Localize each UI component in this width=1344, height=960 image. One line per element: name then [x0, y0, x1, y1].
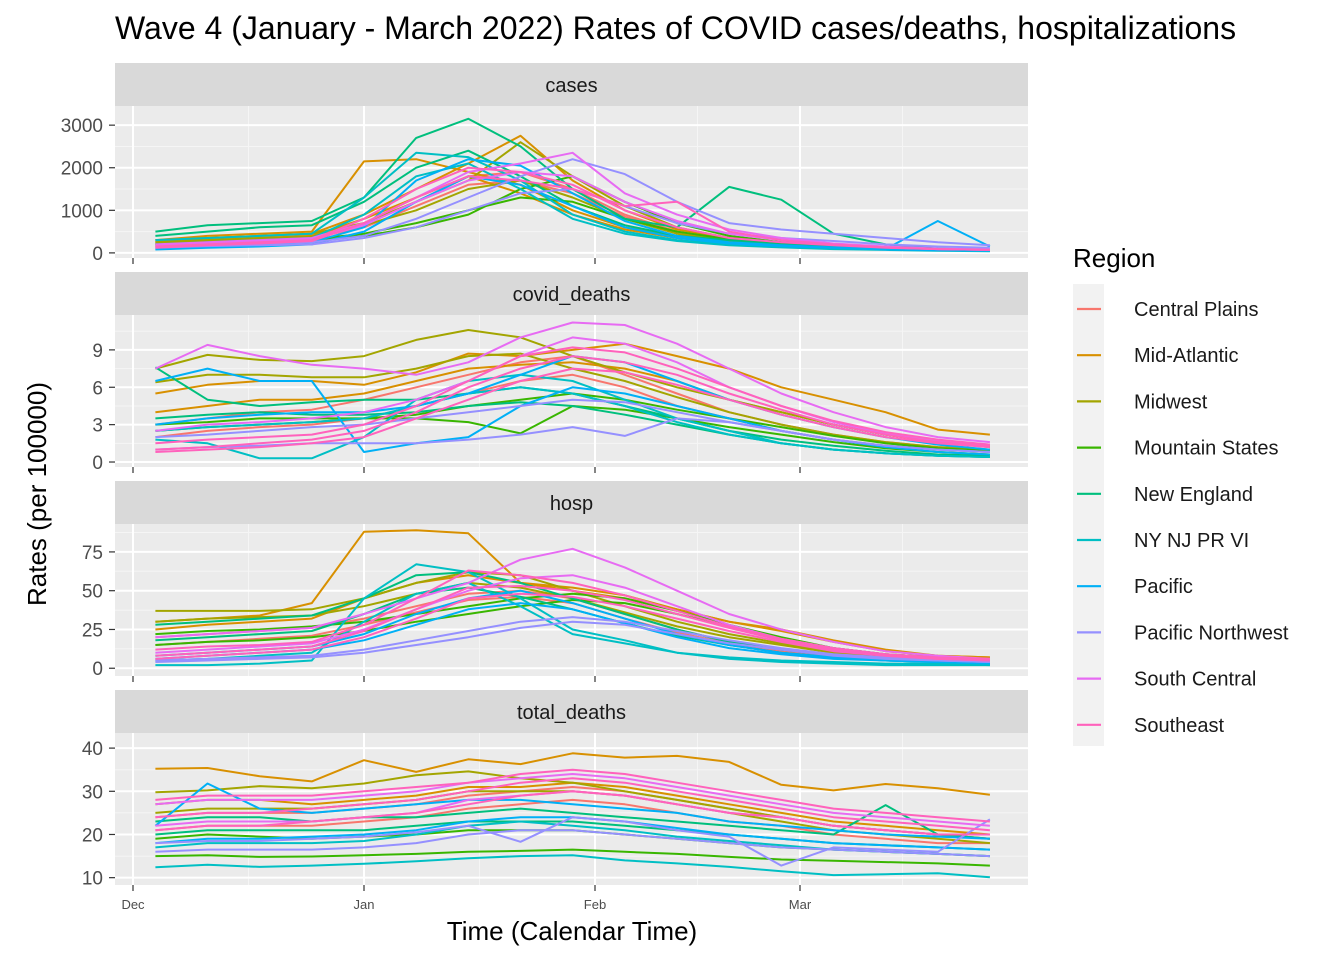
series-line: [155, 790, 990, 836]
y-tick-label: 0: [92, 659, 103, 680]
chart-title: Wave 4 (January - March 2022) Rates of C…: [115, 10, 1236, 46]
legend-label: Pacific: [1134, 576, 1193, 598]
y-tick-label: 30: [82, 782, 103, 803]
y-tick-label: 20: [82, 825, 103, 846]
series-line: [155, 367, 990, 453]
legend-label: Mountain States: [1134, 438, 1279, 460]
series-line: [155, 386, 990, 458]
y-tick-label: 6: [92, 378, 103, 399]
panel-strip: [115, 481, 1028, 524]
series-line: [155, 620, 990, 663]
y-tick-label: 40: [82, 739, 103, 760]
legend: Region Central Plains Mid-Atlantic Midwest…: [1073, 243, 1289, 746]
series-line: [155, 346, 990, 446]
panel-cases: cases 0 1000 2000 3000: [61, 63, 1028, 265]
series-line: [155, 563, 990, 667]
panel-strip-label: hosp: [550, 493, 593, 515]
legend-label: Central Plains: [1134, 299, 1259, 321]
panel-covid_deaths: covid_deaths 0 3 6 9: [92, 272, 1028, 474]
panel-strip-label: covid_deaths: [513, 284, 631, 306]
x-axis-title: Time (Calendar Time): [447, 916, 697, 946]
panel-hosp: hosp 0 25 50 75: [82, 481, 1028, 682]
legend-label: Southeast: [1134, 715, 1225, 737]
series-line: [155, 336, 990, 446]
series-line: [155, 592, 990, 662]
series-group: [154, 321, 990, 460]
y-tick-label: 2000: [61, 159, 103, 180]
y-tick-label: 3000: [61, 116, 103, 137]
panel-strip: [115, 690, 1028, 733]
series-line: [155, 768, 990, 823]
series-line: [155, 773, 990, 827]
legend-label: South Central: [1134, 669, 1256, 691]
series-group: [154, 752, 991, 879]
legend-title: Region: [1073, 243, 1155, 273]
panel-strip: [115, 63, 1028, 106]
series-line: [155, 547, 990, 660]
x-tick-label: Jan: [354, 897, 375, 912]
legend-label: NY NJ PR VI: [1134, 530, 1249, 552]
series-line: [155, 355, 990, 451]
legend-label: Mid-Atlantic: [1134, 345, 1238, 367]
legend-label: Pacific Northwest: [1134, 622, 1289, 644]
y-tick-label: 1000: [61, 201, 103, 222]
legend-background: [1073, 284, 1104, 746]
y-tick-label: 0: [92, 453, 103, 474]
series-line: [155, 804, 990, 840]
series-line: [154, 782, 990, 840]
series-line: [155, 175, 990, 251]
panel-background: [115, 106, 1028, 258]
chart-panels: cases 0 1000 2000 3000 covid_deaths 0 3 6 9 hosp 0 2…: [61, 63, 1028, 912]
panel-strip-label: total_deaths: [517, 702, 626, 724]
y-axis-title: Rates (per 100000): [22, 382, 52, 606]
series-group: [155, 529, 990, 667]
y-tick-label: 3: [92, 416, 103, 437]
panel-strip: [115, 272, 1028, 315]
x-tick-label: Feb: [584, 897, 606, 912]
series-group: [155, 117, 991, 253]
y-tick-label: 10: [82, 869, 103, 890]
legend-label: New England: [1134, 484, 1253, 506]
y-tick-label: 75: [82, 543, 103, 564]
series-line: [155, 398, 990, 453]
y-tick-label: 25: [82, 620, 103, 641]
series-line: [155, 854, 990, 879]
y-tick-label: 9: [92, 341, 103, 362]
x-tick-label: Dec: [121, 897, 145, 912]
panel-strip-label: cases: [545, 75, 597, 97]
series-line: [154, 321, 990, 444]
series-line: [155, 752, 991, 796]
y-tick-label: 0: [92, 244, 103, 265]
x-tick-label: Mar: [789, 897, 812, 912]
series-line: [155, 569, 990, 660]
series-line: [155, 581, 990, 667]
series-line: [155, 616, 990, 663]
series-line: [155, 585, 990, 662]
series-line: [155, 829, 990, 858]
series-line: [155, 798, 990, 845]
series-line: [155, 848, 990, 867]
series-line: [155, 777, 990, 832]
y-tick-label: 50: [82, 582, 103, 603]
legend-label: Midwest: [1134, 391, 1208, 413]
series-line: [155, 816, 991, 867]
panel-total_deaths: total_deaths 10 20 30 40: [82, 690, 1028, 891]
